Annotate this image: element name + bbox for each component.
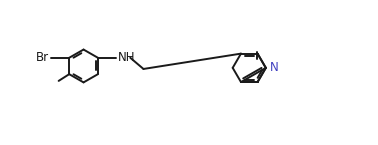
Text: NH: NH (118, 51, 135, 64)
Text: Br: Br (36, 51, 49, 64)
Text: N: N (270, 61, 279, 74)
